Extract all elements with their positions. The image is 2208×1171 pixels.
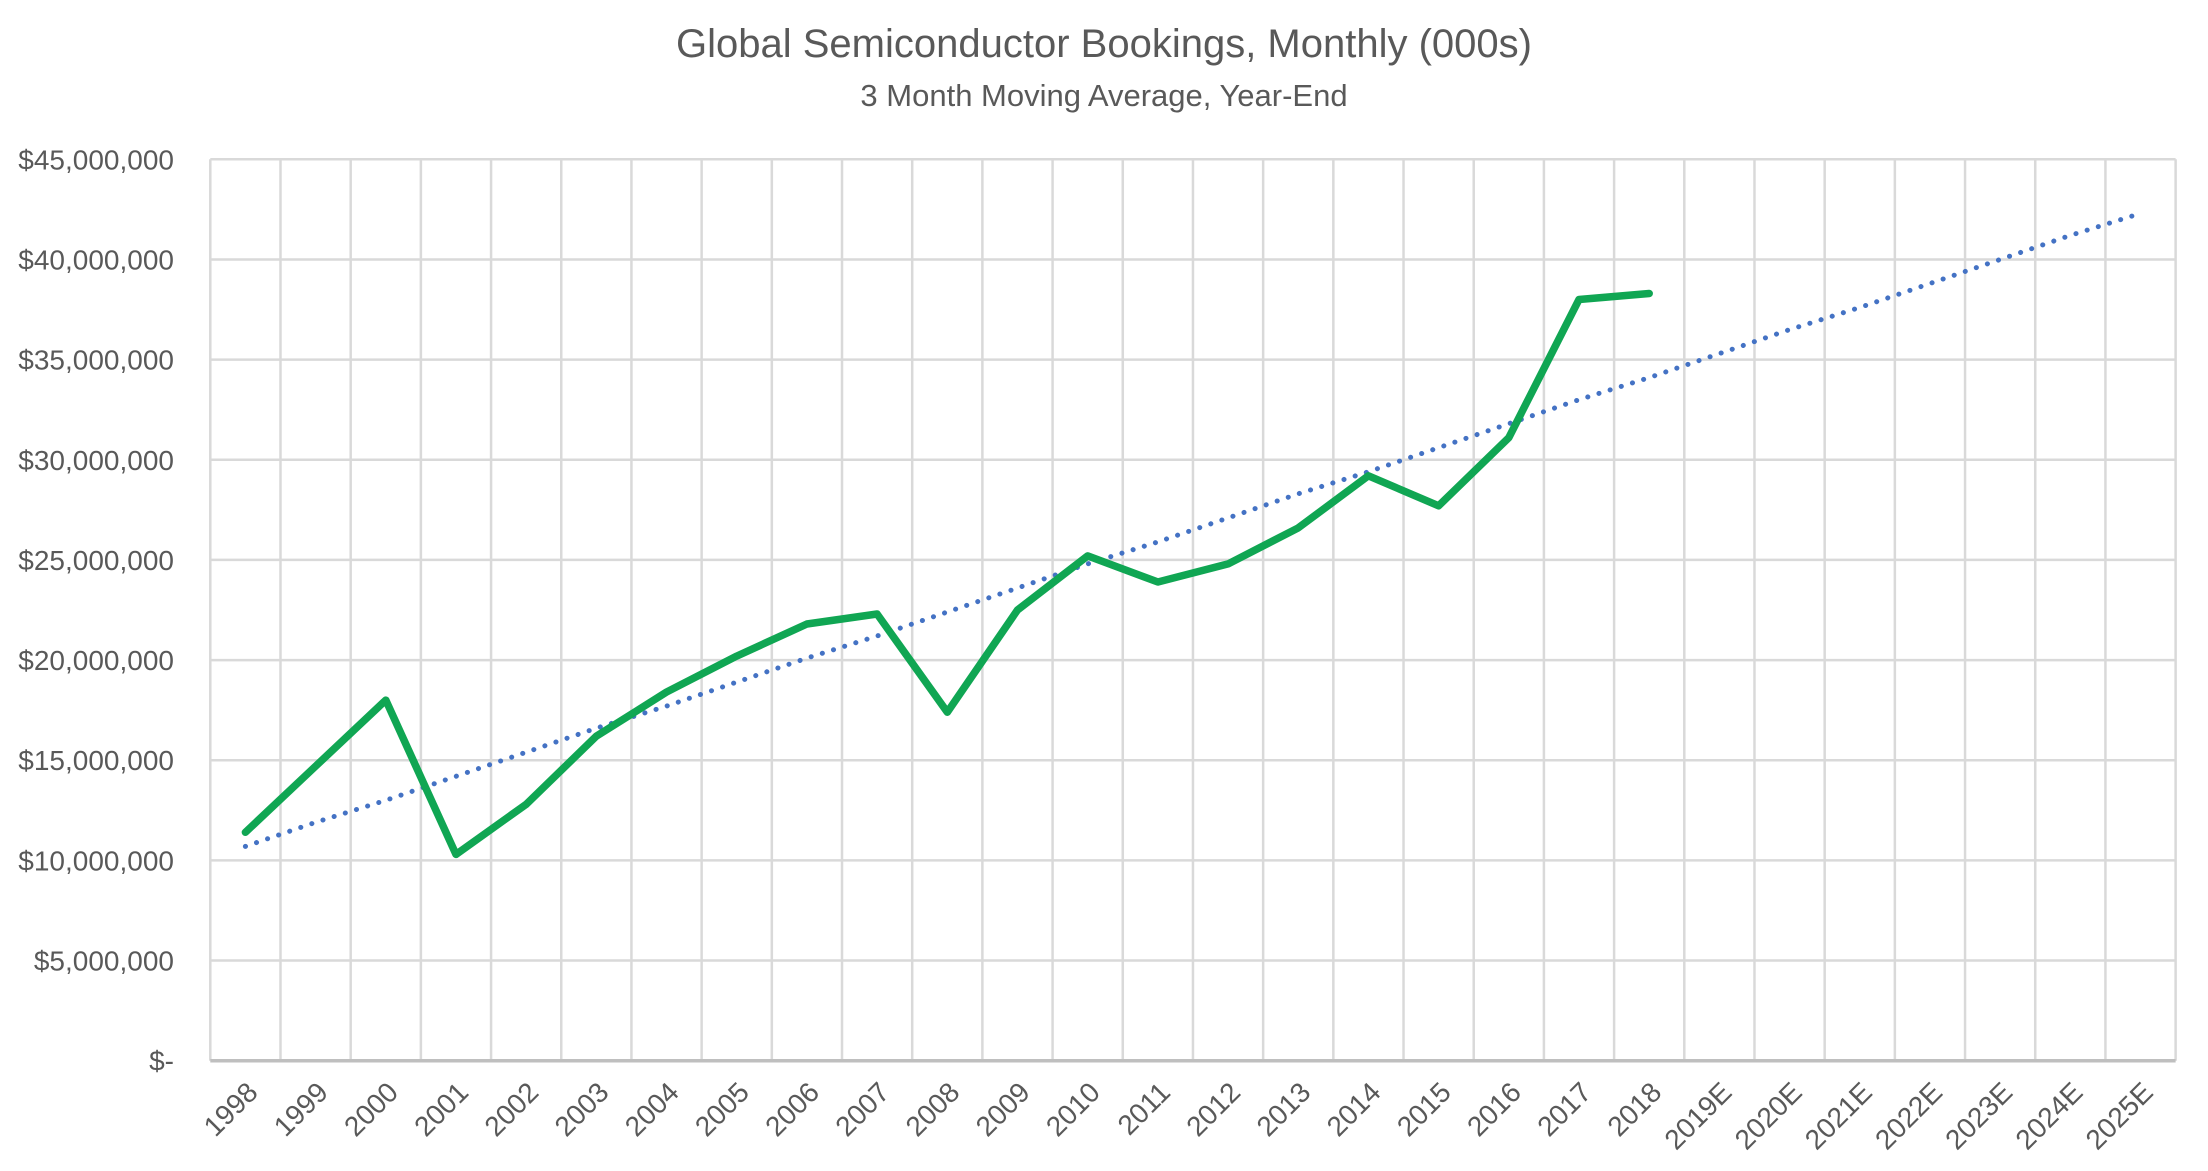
x-axis-tick-label-2012: 2012 [1180, 1076, 1246, 1142]
x-axis-tick-label-2015: 2015 [1391, 1076, 1457, 1142]
x-axis-tick-label-2007: 2007 [829, 1076, 895, 1142]
x-axis-tick-label-2002: 2002 [478, 1076, 544, 1142]
x-axis-tick-label-2014: 2014 [1321, 1076, 1387, 1142]
x-axis-tick-label-2001: 2001 [408, 1076, 474, 1142]
x-axis-tick-label-2019E: 2019E [1658, 1076, 1737, 1155]
bookings-series [241, 289, 1653, 859]
x-axis-tick-label-2003: 2003 [549, 1076, 615, 1142]
y-axis-tick-label: $20,000,000 [18, 645, 174, 676]
x-axis-tick-label-2010: 2010 [1040, 1076, 1106, 1142]
x-axis-tick-label-2016: 2016 [1461, 1076, 1527, 1142]
y-axis-tick-label: $40,000,000 [18, 244, 174, 275]
y-axis-tick-label: $15,000,000 [18, 745, 174, 776]
x-axis-tick-label-2018: 2018 [1601, 1076, 1667, 1142]
x-axis-tick-label-2022E: 2022E [1869, 1076, 1948, 1155]
y-axis-tick-label: $- [149, 1046, 174, 1077]
vertical-gridlines [209, 159, 2177, 1061]
y-axis-tick-label: $45,000,000 [18, 144, 174, 175]
y-axis-tick-label: $35,000,000 [18, 345, 174, 376]
x-axis-tick-label-2021E: 2021E [1799, 1076, 1878, 1155]
y-axis-tick-label: $10,000,000 [18, 845, 174, 876]
x-axis-tick-label-2013: 2013 [1251, 1076, 1317, 1142]
y-axis-tick-label: $5,000,000 [34, 946, 174, 977]
x-axis-tick-label-1999: 1999 [268, 1076, 334, 1142]
horizontal-gridlines [210, 158, 2176, 1063]
y-axis-tick-label: $30,000,000 [18, 445, 174, 476]
x-axis-labels: 1998 1999 2000 2001 2002 2003 2004 2005 2006 2007… [198, 1076, 2159, 1155]
x-axis-tick-label-2000: 2000 [338, 1076, 404, 1142]
x-axis-tick-label-2025E: 2025E [2080, 1076, 2159, 1155]
x-axis-tick-label-2011: 2011 [1112, 1076, 1177, 1141]
x-axis-tick-label-2006: 2006 [759, 1076, 825, 1142]
x-axis-tick-label-2024E: 2024E [2009, 1076, 2088, 1155]
chart-subtitle: 3 Month Moving Average, Year-End [860, 78, 1348, 113]
y-axis-tick-label: $25,000,000 [18, 545, 174, 576]
x-axis-tick-label-2005: 2005 [689, 1076, 755, 1142]
x-axis-tick-label-2004: 2004 [619, 1076, 685, 1142]
x-axis-tick-label-1998: 1998 [198, 1076, 264, 1142]
chart-title: Global Semiconductor Bookings, Monthly (… [676, 22, 1532, 66]
x-axis-tick-label-2020E: 2020E [1729, 1076, 1808, 1155]
x-axis-tick-label-2017: 2017 [1531, 1076, 1597, 1142]
x-axis-tick-label-2023E: 2023E [1939, 1076, 2018, 1155]
y-axis-labels: $- $5,000,000 $10,000,000 $15,000,000 $20,00… [18, 144, 174, 1076]
x-axis-tick-label-2008: 2008 [900, 1076, 966, 1142]
x-axis-tick-label-2009: 2009 [970, 1076, 1036, 1142]
